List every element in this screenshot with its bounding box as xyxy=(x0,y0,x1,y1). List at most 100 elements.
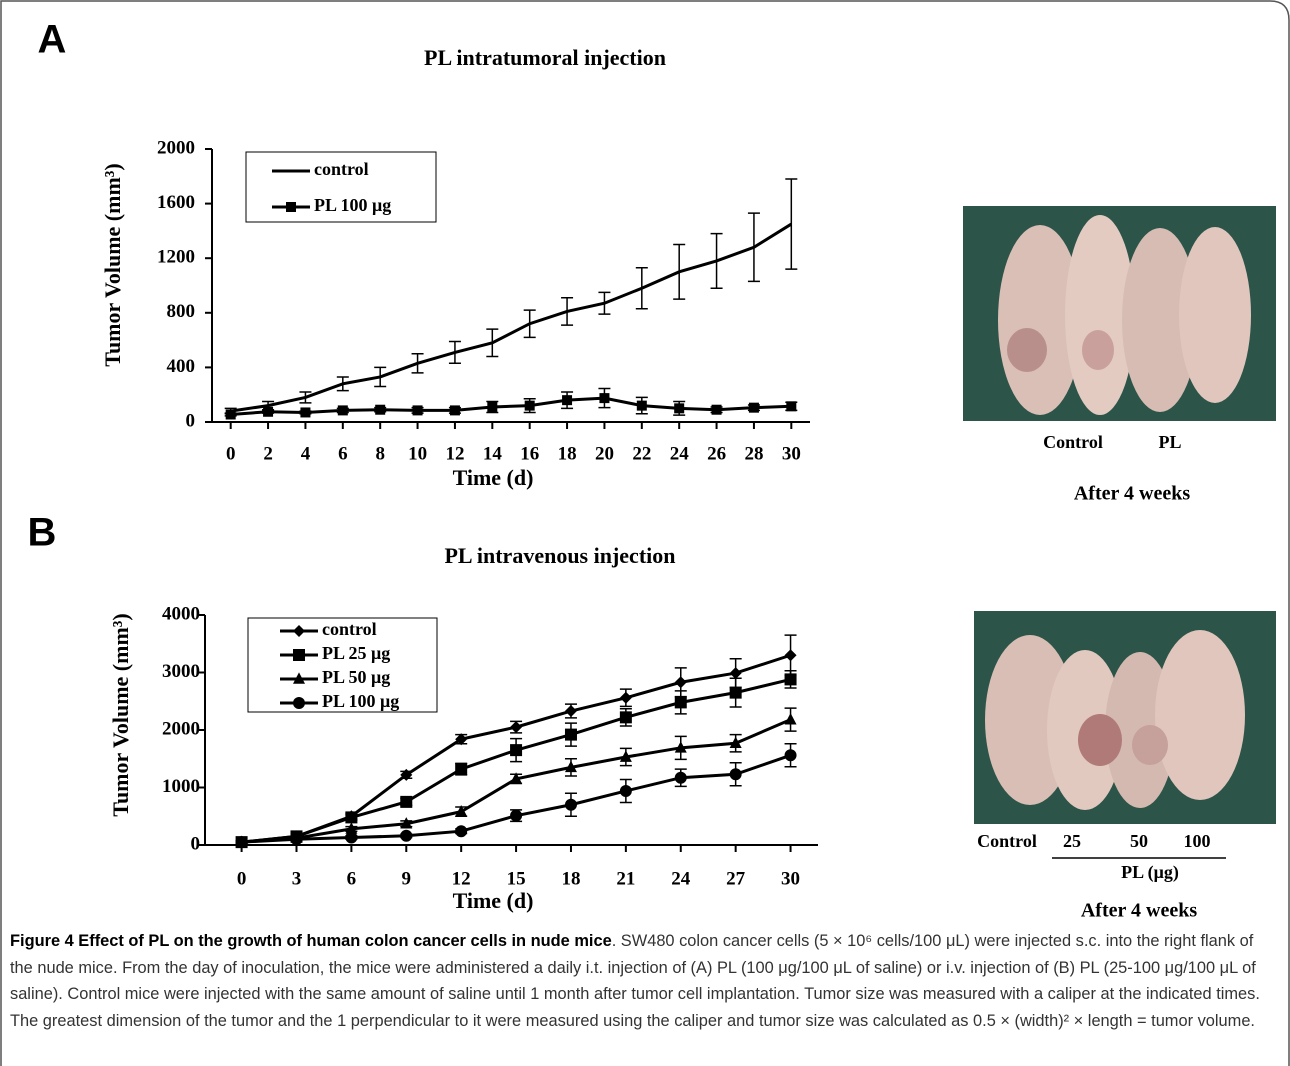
data-point xyxy=(510,772,523,784)
data-point xyxy=(711,404,722,415)
x-tick-label: 28 xyxy=(744,443,763,464)
x-tick-label: 26 xyxy=(707,443,726,464)
x-tick-label: 0 xyxy=(237,868,247,889)
error-bar xyxy=(785,178,798,270)
error-bar xyxy=(448,340,461,365)
photo-caption: After 4 weeks xyxy=(1081,900,1197,922)
photo-label: PL xyxy=(1158,432,1181,452)
data-point xyxy=(524,400,535,411)
x-tick-label: 6 xyxy=(347,868,357,889)
error-bar xyxy=(635,267,648,310)
y-tick-label: 3000 xyxy=(162,661,200,682)
legend-label: control xyxy=(314,159,369,179)
x-tick-label: 22 xyxy=(632,443,651,464)
data-point xyxy=(784,649,797,662)
data-point xyxy=(337,405,348,416)
legend-marker xyxy=(293,625,305,637)
x-tick-label: 14 xyxy=(483,443,503,464)
data-point xyxy=(375,404,386,415)
chart-title: PL intravenous injection xyxy=(444,543,675,568)
data-point xyxy=(455,733,468,746)
error-bar xyxy=(598,291,611,315)
x-tick-label: 0 xyxy=(226,443,236,464)
data-point xyxy=(636,400,647,411)
data-point xyxy=(487,401,498,412)
caption: Figure 4 Effect of PL on the growth of h… xyxy=(10,928,1278,1034)
x-tick-label: 20 xyxy=(595,443,614,464)
data-point xyxy=(619,711,632,724)
data-point xyxy=(510,721,523,734)
data-point xyxy=(345,831,358,844)
series-line xyxy=(230,396,792,416)
data-point xyxy=(400,829,413,842)
y-tick-label: 0 xyxy=(191,833,201,854)
legend-label: PL 25 μg xyxy=(322,643,390,663)
data-point xyxy=(449,405,460,416)
x-tick-label: 30 xyxy=(781,868,800,889)
x-tick-label: 3 xyxy=(292,868,302,889)
error-bar xyxy=(523,309,536,339)
photo-label: Control xyxy=(1043,432,1103,452)
error-bar xyxy=(374,366,387,388)
x-tick-label: 18 xyxy=(561,868,580,889)
data-point xyxy=(400,795,413,808)
y-tick-label: 2000 xyxy=(162,718,200,739)
caption-title: Figure 4 Effect of PL on the growth of h… xyxy=(10,932,612,950)
photo-caption: After 4 weeks xyxy=(1074,483,1190,505)
y-tick-label: 400 xyxy=(167,356,196,377)
x-tick-label: 24 xyxy=(670,443,690,464)
x-tick-label: 10 xyxy=(408,443,427,464)
chart-title: PL intratumoral injection xyxy=(424,45,666,70)
data-point xyxy=(235,836,248,849)
y-axis-label: Tumor Volume (mm³) xyxy=(108,613,133,816)
photo-label: 50 xyxy=(1130,831,1148,851)
x-axis-label: Time (d) xyxy=(453,888,534,913)
series-line xyxy=(241,753,792,844)
data-point xyxy=(784,673,797,686)
y-tick-label: 800 xyxy=(167,301,196,322)
y-tick-label: 1600 xyxy=(157,192,195,213)
error-bar xyxy=(710,232,723,289)
data-point xyxy=(455,763,468,776)
panel-label: B xyxy=(28,511,57,555)
y-tick-label: 1000 xyxy=(162,776,200,797)
data-point xyxy=(784,713,797,725)
data-point xyxy=(786,401,797,412)
photo xyxy=(974,611,1276,824)
legend-marker xyxy=(293,697,305,709)
data-point xyxy=(564,728,577,741)
data-point xyxy=(345,811,358,824)
data-point xyxy=(674,741,687,753)
x-tick-label: 4 xyxy=(301,443,311,464)
y-tick-label: 0 xyxy=(186,410,196,431)
photo-label: 25 xyxy=(1063,831,1081,851)
x-tick-label: 18 xyxy=(558,443,577,464)
x-tick-label: 15 xyxy=(507,868,526,889)
legend-label: PL 100 μg xyxy=(314,195,391,215)
data-point xyxy=(564,705,577,718)
y-axis-label: Tumor Volume (mm³) xyxy=(100,163,125,366)
error-bar xyxy=(561,297,574,326)
legend-label: PL 50 μg xyxy=(322,667,390,687)
data-point xyxy=(300,407,311,418)
x-tick-label: 2 xyxy=(263,443,273,464)
x-tick-label: 24 xyxy=(671,868,691,889)
data-point xyxy=(510,744,523,757)
data-point xyxy=(400,817,413,829)
photo-label: 100 xyxy=(1184,831,1211,851)
series-line xyxy=(230,222,793,413)
x-tick-label: 30 xyxy=(782,443,801,464)
data-point xyxy=(674,676,687,689)
data-point xyxy=(345,822,358,834)
error-bar xyxy=(673,243,686,300)
error-bar xyxy=(486,328,499,358)
legend-box xyxy=(247,617,438,713)
data-point xyxy=(225,409,236,420)
x-tick-label: 8 xyxy=(375,443,385,464)
error-bar xyxy=(299,391,312,404)
data-point xyxy=(564,760,577,773)
x-tick-label: 12 xyxy=(452,868,471,889)
x-tick-label: 21 xyxy=(616,868,635,889)
